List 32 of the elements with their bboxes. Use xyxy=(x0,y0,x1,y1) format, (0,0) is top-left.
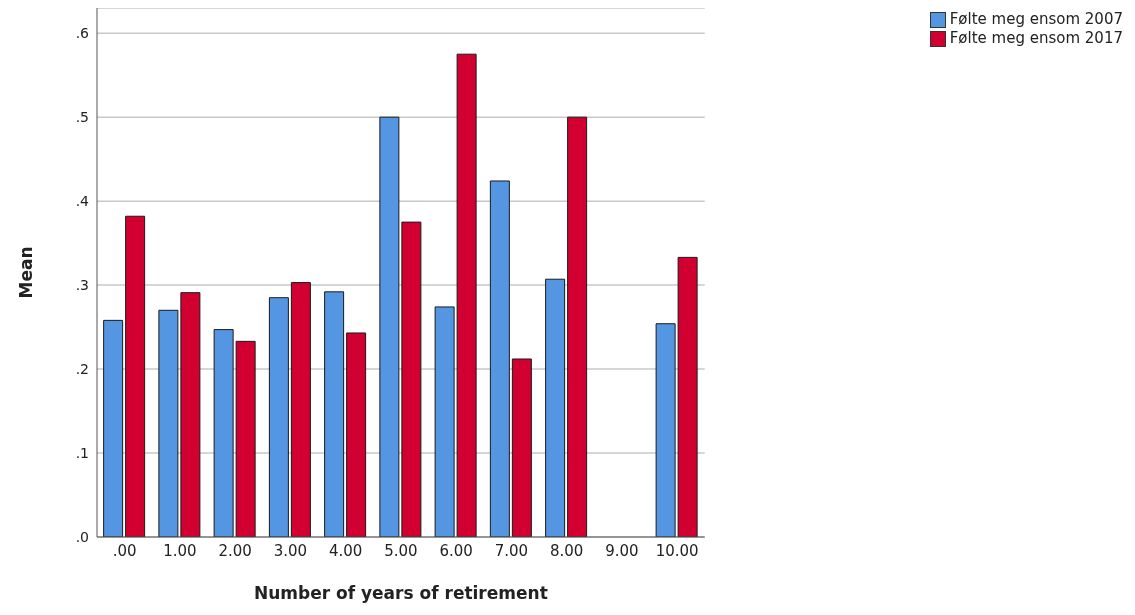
bar xyxy=(545,278,566,537)
x-tick-label: 4.00 xyxy=(328,541,363,560)
bar xyxy=(567,116,588,537)
y-tick-label: .0 xyxy=(75,528,89,545)
x-tick-label: 10.00 xyxy=(655,541,699,560)
bar xyxy=(324,291,345,537)
bar xyxy=(489,180,510,537)
legend-label: Følte meg ensom 2007 xyxy=(949,10,1123,29)
x-tick-label: 8.00 xyxy=(549,541,584,560)
legend-label: Følte meg ensom 2017 xyxy=(949,29,1123,48)
bar xyxy=(125,215,146,537)
x-tick-label: 6.00 xyxy=(439,541,473,560)
x-tick-label: 7.00 xyxy=(494,541,529,560)
bar xyxy=(103,319,124,537)
y-tick-label: .5 xyxy=(75,109,89,126)
x-tick-label: 2.00 xyxy=(218,541,252,560)
x-tick-label: .00 xyxy=(112,541,137,560)
x-tick-label: 3.00 xyxy=(273,541,308,560)
y-tick-label: .4 xyxy=(75,193,90,210)
x-axis-title: Number of years of retirement xyxy=(253,583,548,603)
y-tick-label: .1 xyxy=(75,445,89,461)
x-tick-label: 5.00 xyxy=(384,541,418,560)
bar xyxy=(511,358,532,537)
bar xyxy=(290,282,311,537)
x-tick-label: 1.00 xyxy=(163,541,197,560)
y-tick-label: .3 xyxy=(75,277,89,294)
y-tick-label: .2 xyxy=(75,361,89,378)
bar xyxy=(346,332,367,537)
y-axis-title: Mean xyxy=(16,246,37,299)
bar xyxy=(268,297,289,537)
y-tick-label: .6 xyxy=(75,25,90,42)
x-tick-label: 9.00 xyxy=(605,541,639,560)
